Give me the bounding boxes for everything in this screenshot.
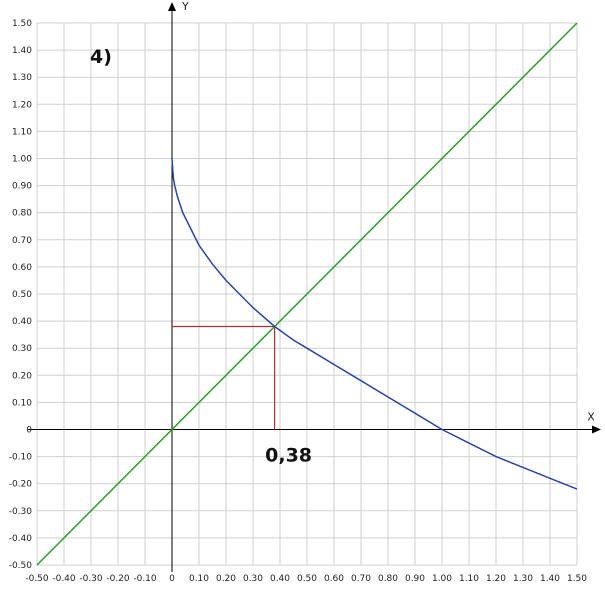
y-tick-label: 1.40 xyxy=(12,46,32,56)
x-tick-label: -0.30 xyxy=(79,574,103,584)
panel-label: 4) xyxy=(90,46,112,68)
x-tick-label: 1.30 xyxy=(513,574,533,584)
x-tick-label: 1.40 xyxy=(540,574,560,584)
y-tick-label: -0.40 xyxy=(9,534,33,544)
x-tick-label: -0.10 xyxy=(133,574,157,584)
x-tick-label: -0.50 xyxy=(25,574,49,584)
x-tick-label: 0.70 xyxy=(351,574,371,584)
y-tick-label: 1.00 xyxy=(12,155,32,165)
x-axis-arrow xyxy=(592,425,601,434)
y-tick-label: 0.70 xyxy=(12,236,32,246)
y-axis-arrow xyxy=(168,2,176,11)
x-tick-label: -0.40 xyxy=(52,574,76,584)
x-tick-label: 0.50 xyxy=(297,574,317,584)
series-lines xyxy=(36,22,578,566)
x-tick-label: 1.10 xyxy=(459,574,479,584)
x-tick-label: 0 xyxy=(169,574,175,584)
x-tick-label: 1.20 xyxy=(486,574,506,584)
intersection-guides xyxy=(172,325,276,430)
y-tick-label: 0.50 xyxy=(12,290,32,300)
y-tick-label: 0.90 xyxy=(12,182,32,192)
y-tick-label: -0.50 xyxy=(9,561,33,571)
x-tick-label: 0.30 xyxy=(243,574,263,584)
x-tick-label: 1.50 xyxy=(567,574,587,584)
y-tick-label: 0.80 xyxy=(12,209,32,219)
y-tick-label: -0.10 xyxy=(9,453,33,463)
y-tick-labels: 1.50 1.40 1.30 1.20 1.10 1.00 0.90 0.80 0.70 0.60… xyxy=(9,19,33,571)
y-tick-label: 0 xyxy=(26,426,32,436)
intersection-value-label: 0,38 xyxy=(265,445,312,467)
y-tick-label: 0.60 xyxy=(12,263,32,273)
x-tick-label: 1.00 xyxy=(432,574,452,584)
decreasing-curve xyxy=(171,158,578,490)
y-tick-label: 1.20 xyxy=(12,100,32,110)
y-axis-label: Y xyxy=(181,0,189,13)
y-tick-label: -0.30 xyxy=(9,507,33,517)
y-tick-label: 0.30 xyxy=(12,344,32,354)
y-tick-label: 0.40 xyxy=(12,317,32,327)
y-tick-label: 1.50 xyxy=(12,19,32,29)
axes xyxy=(28,2,601,572)
x-tick-label: 0.40 xyxy=(270,574,290,584)
x-axis-label: X xyxy=(587,411,595,424)
y-tick-label: 0.20 xyxy=(12,371,32,381)
x-tick-label: 0.20 xyxy=(216,574,236,584)
y-tick-label: 0.10 xyxy=(12,398,32,408)
y-tick-label: 1.10 xyxy=(12,127,32,137)
x-tick-label: 0.80 xyxy=(378,574,398,584)
y-tick-label: 1.30 xyxy=(12,73,32,83)
x-tick-labels: -0.50 -0.40 -0.30 -0.20 -0.10 0 0.10 0.20 0.30 0.… xyxy=(25,574,587,584)
x-tick-label: 0.90 xyxy=(405,574,425,584)
y-tick-label: -0.20 xyxy=(9,480,33,490)
x-tick-label: 0.10 xyxy=(189,574,209,584)
line-y-equals-x xyxy=(36,22,578,566)
x-tick-label: -0.20 xyxy=(106,574,130,584)
x-tick-label: 0.60 xyxy=(324,574,344,584)
